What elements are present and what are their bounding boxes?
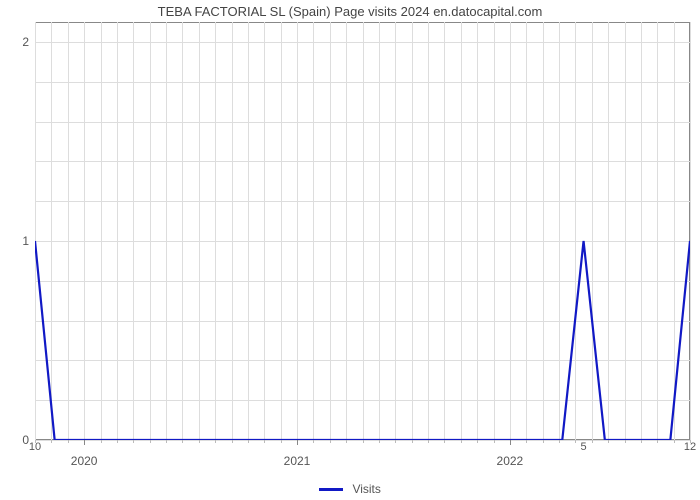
plot-area: 01220202021202210512 [35,22,690,440]
x-tick-mark-minor [117,440,118,443]
y-tick-label: 1 [22,234,29,248]
x-tick-mark-minor [379,440,380,443]
x-tick-secondary-label: 10 [29,441,41,453]
x-tick-mark-minor [641,440,642,443]
x-tick-mark-minor [444,440,445,443]
x-tick-mark-minor [543,440,544,443]
x-tick-mark-minor [674,440,675,443]
legend-swatch [319,488,343,491]
x-tick-mark-minor [330,440,331,443]
x-tick-mark-minor [412,440,413,443]
legend-label: Visits [352,482,380,496]
x-tick-secondary-label: 5 [581,441,587,453]
x-tick-mark-minor [477,440,478,443]
gridline-vertical-minor [690,22,691,440]
x-tick-mark-minor [346,440,347,443]
x-tick-mark-minor [494,440,495,443]
x-tick-mark-minor [248,440,249,443]
x-tick-mark-minor [232,440,233,443]
x-tick-label: 2021 [284,454,311,468]
legend: Visits [0,482,700,496]
x-tick-mark-minor [133,440,134,443]
x-tick-mark-minor [559,440,560,443]
x-tick-mark-minor [68,440,69,443]
x-tick-mark-minor [199,440,200,443]
x-tick-mark-minor [166,440,167,443]
x-tick-mark-minor [363,440,364,443]
x-tick-mark-minor [313,440,314,443]
y-tick-label: 2 [22,35,29,49]
x-tick-mark-minor [150,440,151,443]
series-line-layer [35,22,690,440]
chart-title: TEBA FACTORIAL SL (Spain) Page visits 20… [0,4,700,19]
x-tick-mark-minor [51,440,52,443]
visits-series-line [35,241,690,440]
x-tick-mark-minor [608,440,609,443]
x-tick-mark [510,440,511,445]
x-tick-mark-minor [575,440,576,443]
x-tick-mark-minor [526,440,527,443]
x-tick-mark-minor [281,440,282,443]
x-tick-mark-minor [182,440,183,443]
x-tick-label: 2020 [71,454,98,468]
x-tick-label: 2022 [497,454,524,468]
visits-line-chart: TEBA FACTORIAL SL (Spain) Page visits 20… [0,0,700,500]
x-tick-mark-minor [625,440,626,443]
x-tick-mark-minor [461,440,462,443]
x-tick-mark-minor [395,440,396,443]
x-tick-secondary-label: 12 [684,441,696,453]
x-tick-mark-minor [657,440,658,443]
x-tick-mark-minor [428,440,429,443]
x-tick-mark-minor [101,440,102,443]
x-tick-mark-minor [264,440,265,443]
x-tick-mark-minor [215,440,216,443]
x-tick-mark [297,440,298,445]
x-tick-mark [84,440,85,445]
x-tick-mark-minor [592,440,593,443]
